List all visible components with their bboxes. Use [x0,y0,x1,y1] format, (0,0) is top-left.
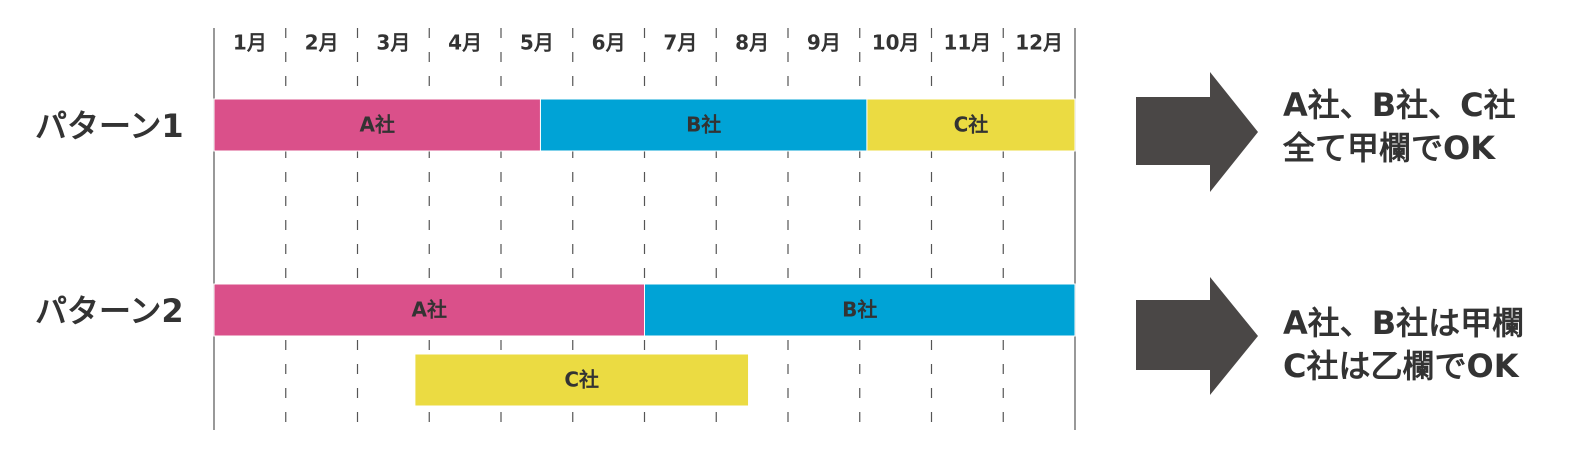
bar [213,98,541,152]
bar [414,353,750,407]
month-label: 11月 [943,31,991,55]
bar [213,283,645,337]
month-label: 8月 [735,31,769,55]
month-label: 4月 [448,31,482,55]
bar-label: C社 [954,113,989,137]
month-label: 6月 [592,31,626,55]
month-label: 10月 [872,31,920,55]
bar-label: C社 [564,368,599,392]
month-label: 1月 [233,31,267,55]
pattern-label: パターン1 [35,107,184,145]
result-text: C社は乙欄でOK [1283,347,1520,385]
month-label: 9月 [807,31,841,55]
result-text: 全て甲欄でOK [1282,129,1496,167]
bar-label: A社 [412,298,447,322]
month-label: 5月 [520,31,554,55]
pattern-label: パターン2 [35,292,184,330]
bar [644,283,1076,337]
arrow [1136,277,1258,395]
result-text: A社、B社は甲欄 [1283,304,1524,342]
month-label: 12月 [1015,31,1063,55]
bar-label: B社 [686,113,721,137]
bar-label: B社 [842,298,877,322]
bar-label: A社 [359,113,394,137]
month-label: 2月 [305,31,339,55]
month-label: 7月 [663,31,697,55]
bar [866,98,1076,152]
month-label: 3月 [376,31,410,55]
arrow [1136,72,1258,192]
result-text: A社、B社、C社 [1283,86,1516,124]
